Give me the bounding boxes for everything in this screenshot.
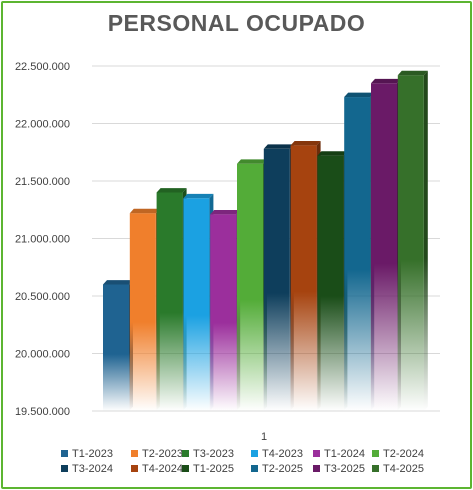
bar-front bbox=[317, 155, 344, 411]
legend-label: T2-2023 bbox=[142, 448, 183, 460]
bar-front bbox=[156, 192, 183, 411]
legend-swatch bbox=[182, 465, 189, 472]
bar-front bbox=[397, 75, 424, 411]
bar-t2-2024 bbox=[237, 159, 267, 411]
bar-top bbox=[183, 193, 214, 199]
bar-top bbox=[263, 144, 294, 149]
y-tick-label: 22.000.000 bbox=[15, 119, 70, 131]
bar-t4-2023 bbox=[183, 193, 214, 411]
legend-item-t4-2023[interactable]: T4-2023 bbox=[251, 448, 303, 460]
legend-swatch bbox=[182, 450, 189, 457]
legend-item-t1-2025[interactable]: T1-2025 bbox=[182, 463, 234, 475]
bar-front bbox=[183, 198, 210, 411]
y-tick-label: 20.500.000 bbox=[15, 291, 70, 303]
bar-top bbox=[290, 140, 321, 146]
y-tick-label: 19.500.000 bbox=[15, 406, 70, 418]
bar-t1-2024 bbox=[210, 209, 241, 411]
legend-label: T1-2023 bbox=[72, 448, 113, 460]
legend-swatch bbox=[131, 450, 138, 457]
y-tick-label: 22.500.000 bbox=[15, 61, 70, 73]
legend-item-t2-2023[interactable]: T2-2023 bbox=[131, 448, 183, 460]
y-tick-label: 21.000.000 bbox=[15, 234, 70, 246]
legend-swatch bbox=[131, 465, 138, 472]
legend-item-t3-2024[interactable]: T3-2024 bbox=[61, 463, 113, 475]
legend-item-t2-2024[interactable]: T2-2024 bbox=[372, 448, 424, 460]
chart-title: PERSONAL OCUPADO bbox=[107, 10, 366, 36]
legend-label: T1-2024 bbox=[324, 448, 365, 460]
bar-top bbox=[129, 208, 160, 214]
legend-label: T3-2025 bbox=[324, 463, 365, 475]
legend-label: T4-2024 bbox=[142, 463, 183, 475]
legend-label: T2-2024 bbox=[383, 448, 424, 460]
bar-front bbox=[237, 163, 263, 411]
legend-item-t2-2025[interactable]: T2-2025 bbox=[251, 463, 303, 475]
bar-t3-2025 bbox=[371, 78, 401, 411]
bar-top bbox=[397, 70, 428, 76]
legend-item-t3-2023[interactable]: T3-2023 bbox=[182, 448, 234, 460]
bar-side bbox=[423, 70, 428, 412]
bar-t2-2023 bbox=[129, 208, 160, 411]
bar-t4-2024 bbox=[290, 140, 321, 411]
bar-top bbox=[371, 78, 401, 84]
legend-label: T1-2025 bbox=[193, 463, 234, 475]
bar-top bbox=[317, 151, 348, 156]
y-tick-label: 20.000.000 bbox=[15, 349, 70, 361]
legend-label: T2-2025 bbox=[262, 463, 303, 475]
legend-swatch bbox=[313, 450, 320, 457]
legend-label: T3-2023 bbox=[193, 448, 234, 460]
legend-item-t1-2024[interactable]: T1-2024 bbox=[313, 448, 365, 460]
bar-t1-2023 bbox=[103, 280, 133, 411]
bar-front bbox=[210, 214, 237, 411]
bar-top bbox=[210, 209, 241, 215]
legend-swatch bbox=[61, 465, 68, 472]
y-tick-label: 21.500.000 bbox=[15, 176, 70, 188]
bar-front bbox=[290, 145, 317, 411]
legend-swatch bbox=[372, 450, 379, 457]
legend-item-t4-2024[interactable]: T4-2024 bbox=[131, 463, 183, 475]
bar-top bbox=[156, 188, 187, 193]
bar-t1-2025 bbox=[317, 151, 348, 412]
bar-top bbox=[344, 92, 375, 98]
legend-swatch bbox=[251, 450, 258, 457]
legend-item-t1-2023[interactable]: T1-2023 bbox=[61, 448, 113, 460]
bar-t3-2024 bbox=[263, 144, 294, 412]
x-tick-label: 1 bbox=[261, 431, 267, 443]
legend-item-t4-2025[interactable]: T4-2025 bbox=[372, 463, 424, 475]
legend-label: T4-2025 bbox=[383, 463, 424, 475]
bar-top bbox=[237, 159, 267, 164]
bar-front bbox=[103, 284, 129, 411]
legend-swatch bbox=[61, 450, 68, 457]
legend-swatch bbox=[251, 465, 258, 472]
bar-front bbox=[263, 148, 290, 412]
legend-label: T3-2024 bbox=[72, 463, 113, 475]
legend-item-t3-2025[interactable]: T3-2025 bbox=[313, 463, 365, 475]
legend-label: T4-2023 bbox=[262, 448, 303, 460]
bar-top bbox=[103, 280, 133, 285]
bar-t4-2025 bbox=[397, 70, 428, 412]
legend-swatch bbox=[313, 465, 320, 472]
bar-t2-2025 bbox=[344, 92, 375, 412]
bar-front bbox=[129, 213, 156, 411]
bar-t3-2023 bbox=[156, 188, 187, 411]
bar-front bbox=[344, 97, 371, 412]
legend-swatch bbox=[372, 465, 379, 472]
bar-front bbox=[371, 83, 397, 411]
